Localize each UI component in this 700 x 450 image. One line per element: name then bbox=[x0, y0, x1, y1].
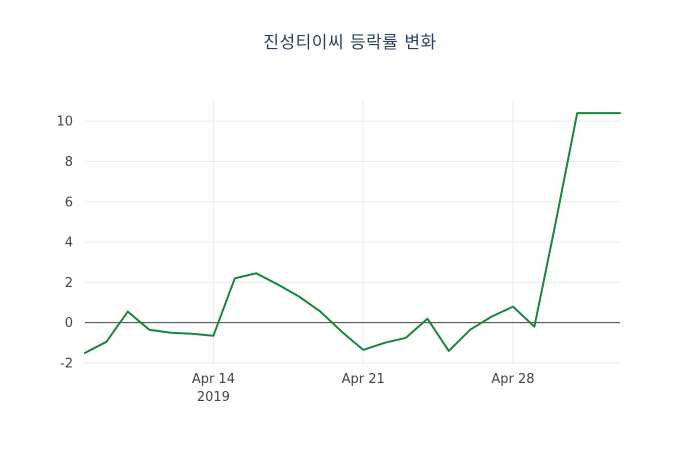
y-tick-label: 10 bbox=[56, 115, 73, 130]
x-tick-label: Apr 28 bbox=[491, 372, 534, 387]
chart-title: 진성티이씨 등락률 변화 bbox=[263, 33, 437, 53]
y-tick-label: 8 bbox=[65, 155, 73, 170]
x-tick-label: Apr 14 bbox=[192, 372, 235, 387]
y-tick-label: -2 bbox=[60, 356, 73, 371]
series-line bbox=[84, 112, 621, 354]
y-tick-label: 0 bbox=[65, 316, 73, 331]
x-tick-sublabel: 2019 bbox=[197, 390, 230, 405]
y-tick-label: 2 bbox=[65, 276, 73, 291]
y-tick-label: 4 bbox=[65, 236, 73, 251]
y-tick-label: 6 bbox=[65, 195, 73, 210]
x-tick-label: Apr 21 bbox=[342, 372, 385, 387]
